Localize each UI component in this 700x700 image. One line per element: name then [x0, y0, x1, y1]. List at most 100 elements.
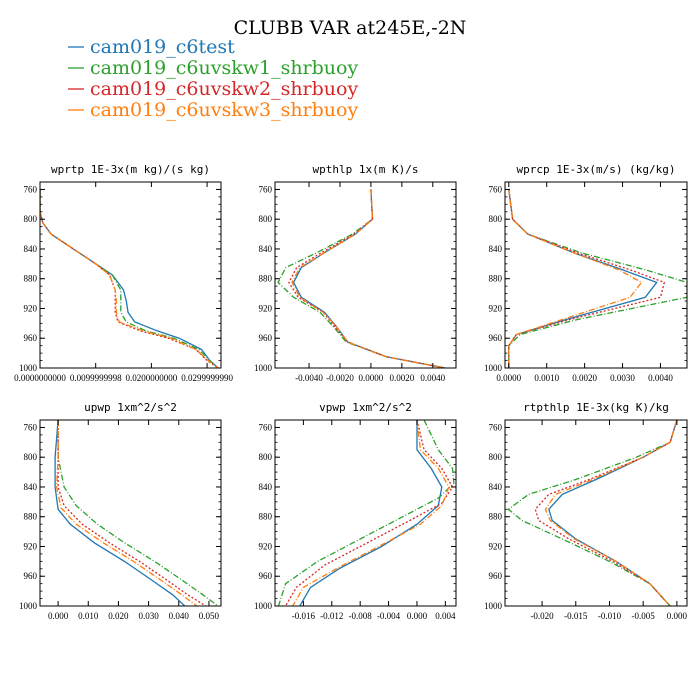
- y-tick-label: 800: [24, 452, 38, 462]
- y-tick-label: 800: [489, 214, 503, 224]
- x-tick-label: 0.0000: [496, 373, 521, 383]
- y-tick-label: 920: [259, 541, 273, 551]
- x-tick-label: -0.008: [349, 611, 373, 621]
- panel: wprcp 1E-3x(m/s) (kg/kg) 760 800 840 880 920 9…: [484, 163, 688, 383]
- series-line: [292, 420, 450, 606]
- x-tick-label: -0.016: [292, 611, 316, 621]
- series-line: [299, 420, 443, 606]
- series-line: [57, 420, 219, 606]
- y-tick-label: 880: [489, 274, 503, 284]
- y-tick-label: 960: [489, 571, 503, 581]
- series-line: [40, 189, 219, 368]
- plot-frame: [39, 419, 222, 607]
- series-line: [508, 189, 666, 368]
- x-tick-label: 0.0020: [572, 373, 597, 383]
- series-line: [508, 189, 643, 368]
- x-tick-label: 0.030: [138, 611, 159, 621]
- panel-title: wprtp 1E-3x(m kg)/(s kg): [51, 163, 210, 176]
- x-tick-label: -0.010: [598, 611, 622, 621]
- y-tick-label: 800: [259, 452, 273, 462]
- y-tick-label: 880: [259, 274, 273, 284]
- plot-frame: [504, 181, 688, 369]
- x-tick-label: 0.0000000000: [14, 373, 66, 383]
- panel: vpwp 1xm^2/s^2 760 800 840 880 920 960 1000 -0.0…: [254, 401, 457, 621]
- y-tick-label: 1000: [484, 601, 503, 611]
- y-tick-label: 920: [489, 541, 503, 551]
- y-tick-label: 1000: [254, 363, 273, 373]
- y-tick-label: 800: [259, 214, 273, 224]
- series-line: [40, 189, 219, 368]
- y-tick-label: 960: [489, 333, 503, 343]
- x-tick-label: 0.050: [199, 611, 220, 621]
- legend-label: cam019_c6uvskw2_shrbuoy: [90, 78, 358, 100]
- y-tick-label: 920: [259, 303, 273, 313]
- panels: wprtp 1E-3x(m kg)/(s kg) 760 800 840 880 920 9…: [14, 163, 687, 621]
- y-tick-label: 920: [24, 541, 38, 551]
- x-tick-label: -0.012: [320, 611, 343, 621]
- y-tick-label: 760: [489, 422, 503, 432]
- y-tick-label: 920: [24, 303, 38, 313]
- x-tick-label: -0.0020: [326, 373, 354, 383]
- x-tick-label: -0.015: [564, 611, 588, 621]
- panel-title: rtpthlp 1E-3x(kg K)/kg: [523, 401, 669, 414]
- series-line: [40, 189, 219, 368]
- y-tick-label: 840: [24, 244, 38, 254]
- y-tick-label: 960: [259, 571, 273, 581]
- y-tick-label: 880: [24, 512, 38, 522]
- y-tick-label: 760: [24, 422, 38, 432]
- panel-title: wprcp 1E-3x(m/s) (kg/kg): [517, 163, 676, 176]
- y-tick-label: 840: [489, 482, 503, 492]
- y-tick-label: 840: [259, 482, 273, 492]
- series-line: [40, 189, 219, 368]
- series-line: [57, 420, 207, 606]
- panel: wpthlp 1x(m K)/s 760 800 840 880 920 960 1000 -0…: [254, 163, 457, 383]
- y-tick-label: 760: [24, 184, 38, 194]
- legend-label: cam019_c6test: [90, 36, 235, 58]
- x-tick-label: -0.020: [530, 611, 554, 621]
- y-tick-label: 760: [489, 184, 503, 194]
- series-line: [277, 189, 446, 368]
- legend: cam019_c6testcam019_c6uvskw1_shrbuoycam0…: [68, 36, 358, 121]
- x-tick-label: 0.0000: [359, 373, 384, 383]
- series-line: [534, 420, 678, 606]
- plot-frame: [504, 419, 688, 607]
- y-tick-label: 840: [24, 482, 38, 492]
- y-tick-label: 880: [259, 512, 273, 522]
- series-line: [507, 420, 678, 606]
- x-tick-label: 0.0030: [610, 373, 635, 383]
- panel: upwp 1xm^2/s^2 760 800 840 880 920 960 1000 0.00…: [19, 401, 222, 621]
- y-tick-label: 800: [24, 214, 38, 224]
- series-line: [277, 420, 455, 606]
- series-line: [55, 420, 198, 606]
- y-tick-label: 1000: [484, 363, 503, 373]
- panel: wprtp 1E-3x(m kg)/(s kg) 760 800 840 880 920 9…: [14, 163, 233, 383]
- x-tick-label: 0.004: [435, 611, 456, 621]
- x-tick-label: -0.0040: [295, 373, 323, 383]
- y-tick-label: 880: [489, 512, 503, 522]
- plot-frame: [274, 419, 457, 607]
- x-tick-label: 0.0200000000: [126, 373, 178, 383]
- series-line: [508, 189, 687, 368]
- x-tick-label: 0.000: [407, 611, 428, 621]
- legend-label: cam019_c6uvskw1_shrbuoy: [90, 57, 358, 79]
- legend-label: cam019_c6uvskw3_shrbuoy: [90, 99, 358, 121]
- y-tick-label: 800: [489, 452, 503, 462]
- plot-frame: [39, 181, 222, 369]
- series-line: [291, 189, 446, 368]
- series-line: [54, 420, 186, 606]
- x-tick-label: -0.005: [632, 611, 656, 621]
- series-line: [288, 189, 446, 368]
- figure-title: CLUBB VAR at245E,-2N: [234, 17, 467, 39]
- y-tick-label: 760: [259, 184, 273, 194]
- x-tick-label: 0.0099999998: [70, 373, 122, 383]
- y-tick-label: 840: [489, 244, 503, 254]
- y-tick-label: 1000: [254, 601, 273, 611]
- y-tick-label: 960: [24, 333, 38, 343]
- series-line: [548, 420, 678, 606]
- x-tick-label: 0.020: [108, 611, 129, 621]
- y-tick-label: 880: [24, 274, 38, 284]
- x-tick-label: -0.004: [377, 611, 401, 621]
- y-tick-label: 960: [24, 571, 38, 581]
- series-line: [292, 189, 446, 368]
